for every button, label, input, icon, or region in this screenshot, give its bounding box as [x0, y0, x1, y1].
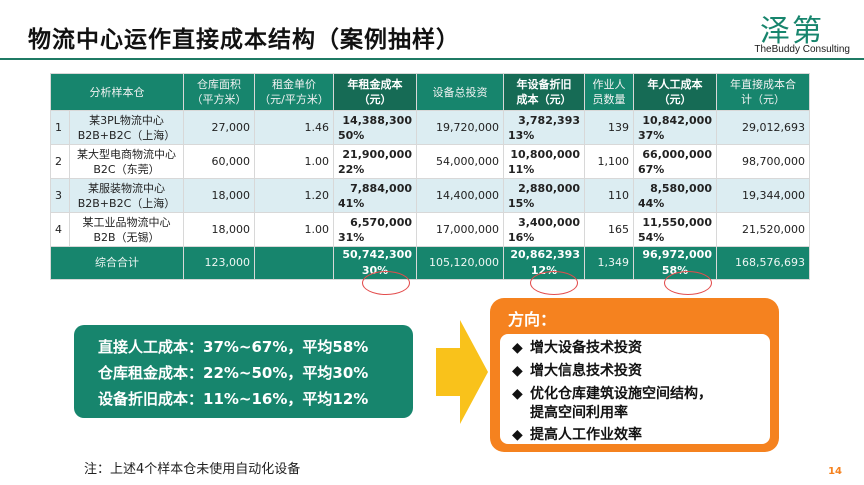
row-sample-name: 某3PL物流中心 B2B+B2C（上海）	[69, 110, 184, 145]
summary-line-labor: 直接人工成本：37%~67%，平均58%	[98, 338, 369, 356]
direction-box: 方向： ◆ 增大设备技术投资 ◆ 增大信息技术投资 ◆ 优化仓库建筑设施空间结构， 提高…	[490, 298, 779, 452]
cell-rent-cost: 14,388,300 50%	[333, 110, 417, 145]
cell-staff: 110	[584, 178, 634, 213]
header-total-cost: 年直接成本合 计（元）	[716, 73, 810, 111]
header-labor-cost: 年人工成本 （元）	[633, 73, 717, 111]
page-number: 14	[828, 466, 842, 477]
header-area: 仓库面积 （平方米）	[183, 73, 255, 111]
cell-labor-cost: 8,580,000 44%	[633, 178, 717, 213]
total-area: 123,000	[183, 246, 255, 280]
row-index: 1	[50, 110, 70, 145]
summary-line-depr: 设备折旧成本：11%~16%，平均12%	[98, 390, 369, 408]
cell-equip-invest: 14,400,000	[416, 178, 504, 213]
cell-labor-cost: 66,000,000 67%	[633, 144, 717, 179]
direction-title: 方向：	[508, 310, 557, 329]
total-total-cost: 168,576,693	[716, 246, 810, 280]
header-sample: 分析样本仓	[50, 73, 184, 111]
cell-depr-cost: 3,400,000 16%	[503, 212, 585, 247]
header-staff: 作业人 员数量	[584, 73, 634, 111]
direction-item: ◆ 优化仓库建筑设施空间结构， 提高空间利用率	[512, 386, 712, 421]
direction-item: ◆ 增大信息技术投资	[512, 363, 642, 379]
row-index: 3	[50, 178, 70, 213]
diamond-bullet-icon: ◆	[512, 427, 523, 443]
diamond-bullet-icon: ◆	[512, 386, 523, 402]
header-rent-cost: 年租金成本 （元）	[333, 73, 417, 111]
right-arrow-icon	[436, 320, 488, 424]
cell-rent-price: 1.46	[254, 110, 334, 145]
cell-total-cost: 21,520,000	[716, 212, 810, 247]
cell-equip-invest: 54,000,000	[416, 144, 504, 179]
cell-staff: 139	[584, 110, 634, 145]
page-title: 物流中心运作直接成本结构（案例抽样）	[28, 27, 460, 53]
header-depr-cost: 年设备折旧 成本（元）	[503, 73, 585, 111]
footnote: 注：上述4个样本仓未使用自动化设备	[84, 462, 301, 477]
cell-area: 60,000	[183, 144, 255, 179]
total-rent-price-empty	[254, 246, 334, 280]
logo-chinese: 泽第	[760, 14, 824, 49]
total-equip-invest: 105,120,000	[416, 246, 504, 280]
row-sample-name: 某服装物流中心 B2B+B2C（上海）	[69, 178, 184, 213]
summary-box: 直接人工成本：37%~67%，平均58% 仓库租金成本：22%~50%，平均30…	[74, 325, 413, 418]
cell-total-cost: 29,012,693	[716, 110, 810, 145]
table-row: 2 某大型电商物流中心 B2C（东莞） 60,000 1.00 21,900,00…	[50, 144, 810, 179]
table-row: 4 某工业品物流中心 B2B（无锡） 18,000 1.00 6,570,000 3…	[50, 212, 810, 247]
cell-depr-cost: 10,800,000 11%	[503, 144, 585, 179]
table-row: 3 某服装物流中心 B2B+B2C（上海） 18,000 1.20 7,884,0…	[50, 178, 810, 213]
table-total-row: 综合合计 123,000 50,742,300 30% 105,120,000 2…	[50, 246, 810, 280]
cell-equip-invest: 19,720,000	[416, 110, 504, 145]
direction-list: ◆ 增大设备技术投资 ◆ 增大信息技术投资 ◆ 优化仓库建筑设施空间结构， 提高空间利用…	[500, 334, 770, 444]
cell-labor-cost: 10,842,000 37%	[633, 110, 717, 145]
header-equip-invest: 设备总投资	[416, 73, 504, 111]
cell-area: 18,000	[183, 212, 255, 247]
row-index: 2	[50, 144, 70, 179]
cell-equip-invest: 17,000,000	[416, 212, 504, 247]
row-sample-name: 某工业品物流中心 B2B（无锡）	[69, 212, 184, 247]
header-rent-price: 租金单价 （元/平方米）	[254, 73, 334, 111]
direction-item: ◆ 提高人工作业效率	[512, 427, 642, 443]
cell-rent-price: 1.00	[254, 144, 334, 179]
logo-english: TheBuddy Consulting	[754, 44, 850, 55]
cell-depr-cost: 2,880,000 15%	[503, 178, 585, 213]
diamond-bullet-icon: ◆	[512, 340, 523, 356]
highlight-ring-labor	[664, 271, 712, 295]
cell-staff: 165	[584, 212, 634, 247]
cell-depr-cost: 3,782,393 13%	[503, 110, 585, 145]
cell-rent-cost: 21,900,000 22%	[333, 144, 417, 179]
total-label: 综合合计	[50, 246, 184, 280]
diamond-bullet-icon: ◆	[512, 363, 523, 379]
total-staff: 1,349	[584, 246, 634, 280]
row-index: 4	[50, 212, 70, 247]
cell-area: 18,000	[183, 178, 255, 213]
cell-area: 27,000	[183, 110, 255, 145]
table-row: 1 某3PL物流中心 B2B+B2C（上海） 27,000 1.46 14,388…	[50, 110, 810, 145]
cell-rent-price: 1.00	[254, 212, 334, 247]
highlight-ring-depr	[530, 271, 578, 295]
highlight-ring-rent	[362, 271, 410, 295]
cost-structure-table: 分析样本仓 仓库面积 （平方米） 租金单价 （元/平方米） 年租金成本 （元） 设备总…	[50, 73, 810, 280]
summary-line-rent: 仓库租金成本：22%~50%，平均30%	[98, 364, 369, 382]
cell-rent-price: 1.20	[254, 178, 334, 213]
cell-labor-cost: 11,550,000 54%	[633, 212, 717, 247]
cell-staff: 1,100	[584, 144, 634, 179]
cell-total-cost: 19,344,000	[716, 178, 810, 213]
direction-item: ◆ 增大设备技术投资	[512, 340, 642, 356]
cell-total-cost: 98,700,000	[716, 144, 810, 179]
cell-rent-cost: 6,570,000 31%	[333, 212, 417, 247]
cell-rent-cost: 7,884,000 41%	[333, 178, 417, 213]
title-divider	[0, 58, 864, 60]
table-header-row: 分析样本仓 仓库面积 （平方米） 租金单价 （元/平方米） 年租金成本 （元） 设备总…	[50, 73, 810, 111]
row-sample-name: 某大型电商物流中心 B2C（东莞）	[69, 144, 184, 179]
